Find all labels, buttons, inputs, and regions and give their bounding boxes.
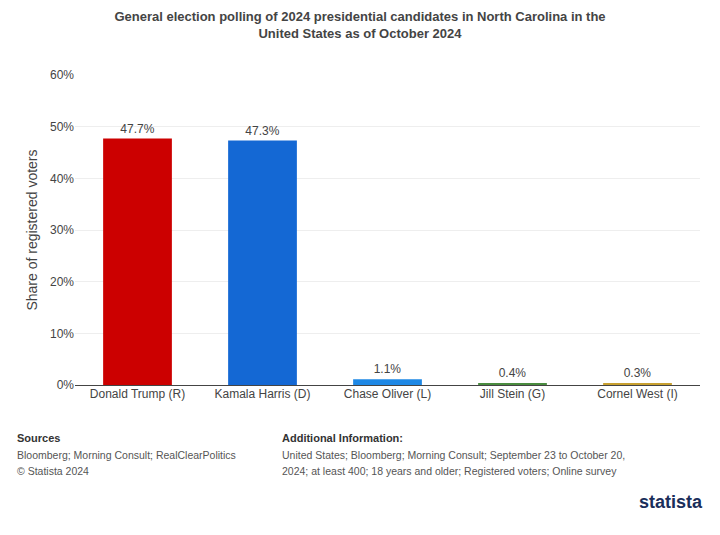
svg-text:1.1%: 1.1%	[374, 362, 402, 376]
svg-text:Jill Stein (G): Jill Stein (G)	[480, 387, 545, 401]
svg-text:60%: 60%	[50, 68, 74, 82]
svg-text:General election polling of 20: General election polling of 2024 preside…	[114, 9, 605, 41]
svg-text:Kamala Harris (D): Kamala Harris (D)	[214, 387, 310, 401]
svg-text:47.7%: 47.7%	[120, 122, 154, 136]
svg-text:0.3%: 0.3%	[624, 366, 652, 380]
svg-text:20%: 20%	[50, 275, 74, 289]
svg-text:10%: 10%	[50, 327, 74, 341]
svg-text:47.3%: 47.3%	[245, 124, 279, 138]
svg-text:40%: 40%	[50, 172, 74, 186]
svg-text:Bloomberg; Morning Consult; Re: Bloomberg; Morning Consult; RealClearPol…	[17, 449, 236, 461]
svg-text:30%: 30%	[50, 223, 74, 237]
svg-text:Donald Trump (R): Donald Trump (R)	[90, 387, 185, 401]
svg-text:Share of registered voters: Share of registered voters	[24, 149, 40, 310]
svg-text:United States; Bloomberg; Morn: United States; Bloomberg; Morning Consul…	[282, 449, 625, 461]
svg-text:Cornel West (I): Cornel West (I)	[597, 387, 677, 401]
svg-text:Sources: Sources	[17, 432, 60, 444]
svg-text:50%: 50%	[50, 120, 74, 134]
svg-text:Additional Information:: Additional Information:	[282, 432, 403, 444]
svg-text:Chase Oliver (L): Chase Oliver (L)	[344, 387, 431, 401]
svg-text:0%: 0%	[57, 378, 75, 392]
svg-text:0.4%: 0.4%	[499, 366, 527, 380]
svg-text:statista: statista	[639, 492, 703, 512]
svg-text:© Statista 2024: © Statista 2024	[17, 465, 89, 477]
svg-text:2024; at least 400; 18 years a: 2024; at least 400; 18 years and older; …	[282, 465, 617, 477]
